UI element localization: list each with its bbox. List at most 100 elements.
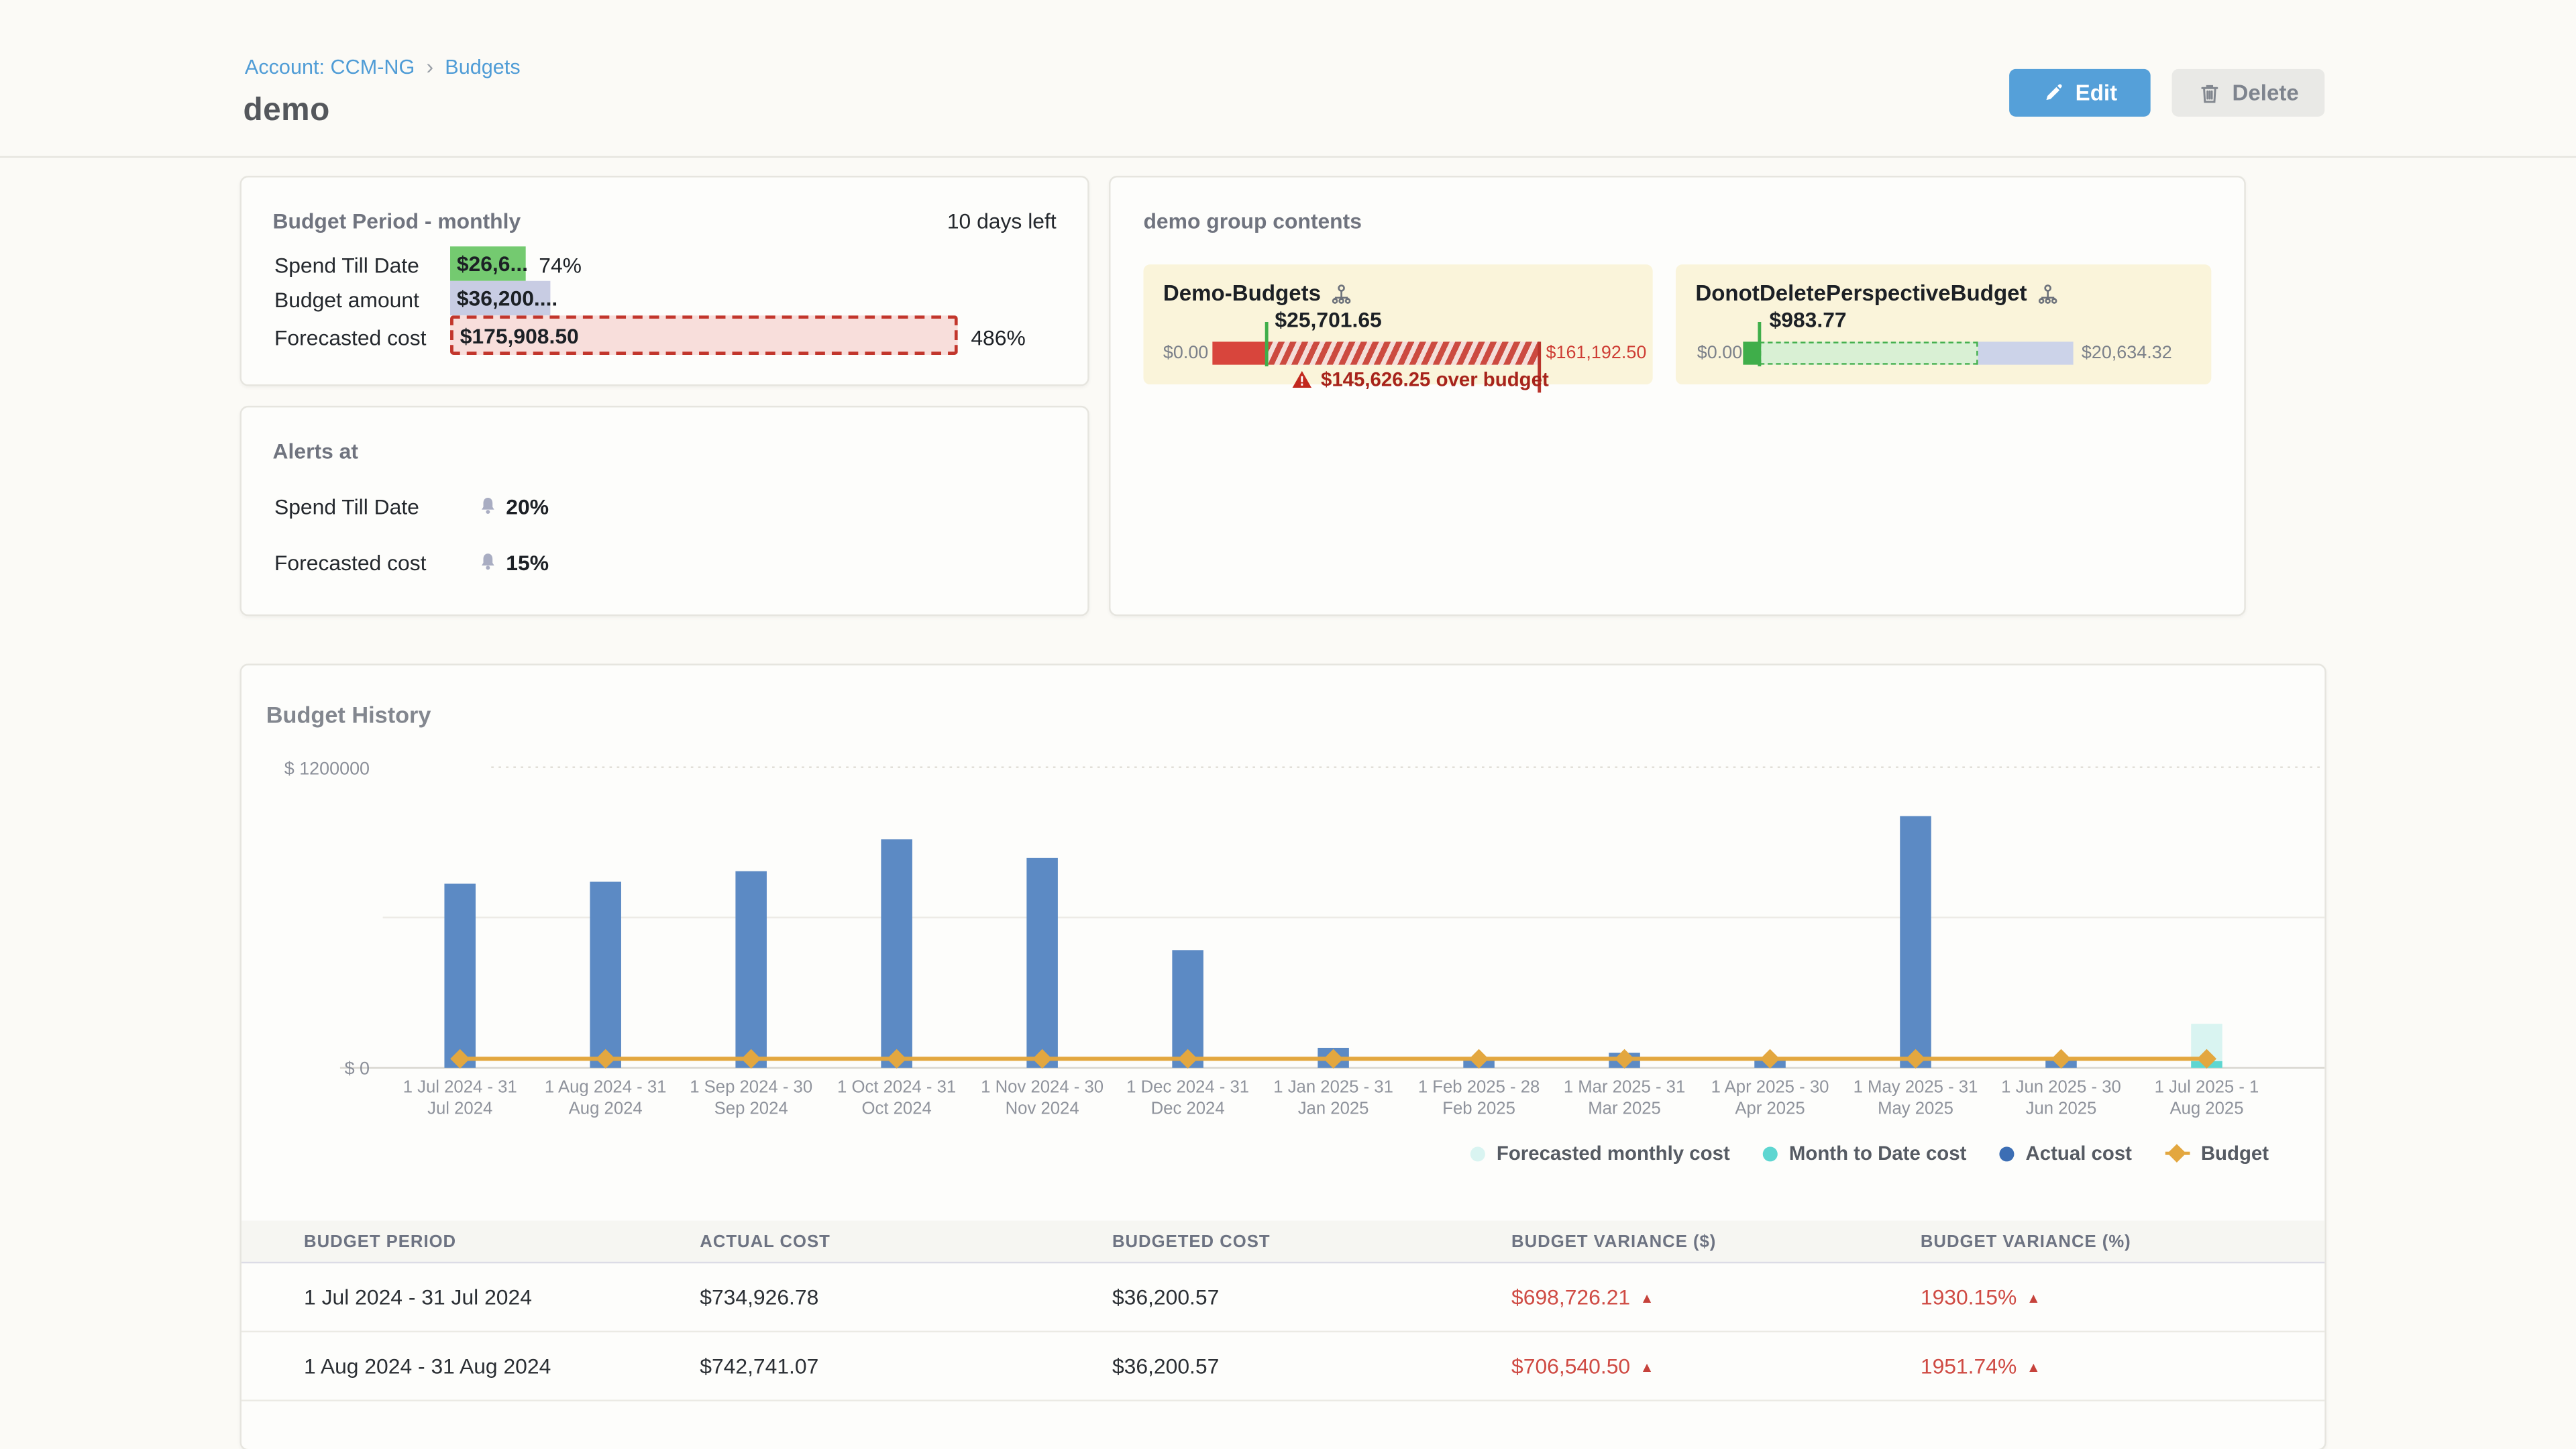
bar-actual-segment [1212,341,1267,365]
bar-max-label: $161,192.50 [1546,343,1647,364]
budget-period-card: Budget Period - monthly 10 days left Spe… [239,176,1089,386]
table-cell-variance-usd: $698,726.21 ▲ [1511,1285,1654,1309]
chart-bar-actual-cost[interactable] [1900,816,1931,1068]
table-row[interactable]: 1 Jul 2024 - 31 Jul 2024 $734,926.78 $36,2… [241,1263,2325,1333]
x-axis-label: May 2025 [1878,1099,1953,1118]
spend-marker-value: $983.77 [1769,307,1847,332]
page-title: demo [243,92,330,129]
bar-min-label: $0.00 [1697,343,1743,364]
days-left-label: 10 days left [947,209,1057,233]
budget-line-marker[interactable] [1469,1049,1489,1069]
delete-button[interactable]: Delete [2171,68,2325,117]
group-budget-name: DonotDeletePerspectiveBudget [1695,280,2027,306]
group-budget-donotdelete[interactable]: DonotDeletePerspectiveBudget $0.00 $983.… [1675,264,2212,385]
bar-max-label: $20,634.32 [2081,343,2172,364]
budget-line-marker[interactable] [1760,1049,1780,1069]
x-axis-label: Jan 2025 [1298,1099,1369,1118]
hierarchy-icon [1332,284,1351,304]
donotdelete-bar [1743,341,2074,365]
table-header-cell[interactable]: ACTUAL COST [700,1231,830,1251]
budget-line-marker[interactable] [1324,1049,1344,1069]
x-axis-label: Dec 2024 [1151,1099,1225,1118]
budget-period-title: Budget Period - monthly [272,209,521,233]
x-axis-label: Aug 2024 [569,1099,643,1118]
edit-button[interactable]: Edit [2009,68,2151,117]
budget-history-title: Budget History [266,701,431,728]
x-axis-label: Nov 2024 [1006,1099,1079,1118]
budget-line-marker[interactable] [741,1049,761,1069]
spend-till-date-chip[interactable]: $26,6... [450,246,528,281]
x-axis-label: 1 Dec 2024 - 31 [1126,1078,1249,1097]
chart-bar-actual-cost[interactable] [590,881,621,1068]
edit-button-label: Edit [2075,80,2118,105]
bell-icon [482,553,494,570]
x-axis-label: Sep 2024 [714,1099,788,1118]
budget-amount-label: Budget amount [274,287,419,313]
budget-amount-chip[interactable]: $36,200.... [450,280,557,316]
table-header-cell[interactable]: BUDGET VARIANCE ($) [1511,1231,1717,1251]
budget-line-marker[interactable] [596,1049,616,1069]
budget-line-marker[interactable] [2196,1049,2217,1069]
budget-history-chart[interactable]: $ 1200000 $ 0 1 Jul 2024 - 31 Jul 2024 1 Aug… [241,738,2325,1139]
group-contents-title: demo group contents [1143,209,1362,233]
trash-icon [2200,84,2218,103]
breadcrumb-separator-icon: › [426,54,434,79]
table-header-cell[interactable]: BUDGET VARIANCE (%) [1920,1231,2131,1251]
over-budget-alert: $145,626.25 over budget [1291,368,1549,391]
variance-up-icon: ▲ [1640,1358,1654,1375]
bar-actual-segment [1743,341,1760,365]
x-axis-label: 1 Jul 2024 - 31 [403,1078,517,1097]
x-axis-label: Jul 2024 [427,1099,492,1118]
x-axis-label: 1 Jun 2025 - 30 [2001,1078,2121,1097]
chart-bar-actual-cost[interactable] [1026,857,1058,1068]
spend-marker-line [1758,322,1762,367]
legend-item[interactable]: Forecasted monthly cost [1470,1142,1730,1165]
group-budget-demo-budgets[interactable]: Demo-Budgets $0.00 $25,701.65 $161,192.5… [1143,264,1653,393]
legend-dot-icon [1762,1146,1778,1161]
forecasted-cost-chip[interactable]: $175,908.50 [450,315,958,355]
chart-bar-actual-cost[interactable] [881,839,912,1068]
legend-label: Budget [2200,1142,2269,1165]
alerts-card: Alerts at Spend Till Date 20% Forecasted… [239,405,1089,616]
chart-bar-actual-cost[interactable] [1172,950,1203,1068]
table-header-row: BUDGET PERIOD ACTUAL COST BUDGETED COST BUD… [241,1220,2325,1264]
legend-dot-icon [1470,1146,1485,1161]
y-axis-tick: $ 1200000 [284,759,370,779]
pencil-icon [2047,84,2063,101]
spend-till-date-percent: 74% [539,253,582,278]
x-axis-label: 1 Mar 2025 - 31 [1564,1078,1685,1097]
table-cell-actual: $742,741.07 [700,1353,819,1379]
table-header-cell[interactable]: BUDGET PERIOD [304,1231,457,1251]
alert-row-forecast: Forecasted cost 15% [274,550,549,575]
variance-up-icon: ▲ [2026,1289,2041,1305]
alerts-title: Alerts at [272,438,358,464]
x-axis-label: Apr 2025 [1735,1099,1805,1118]
legend-dot-icon [1999,1146,2015,1161]
budget-line-marker[interactable] [1178,1049,1198,1069]
alert-spend-value: 20% [506,494,549,519]
chart-bar-actual-cost[interactable] [444,883,476,1068]
budget-line-marker[interactable] [1905,1049,1926,1069]
table-header-cell[interactable]: BUDGETED COST [1112,1231,1271,1251]
table-row[interactable]: 1 Aug 2024 - 31 Aug 2024 $742,741.07 $36,2… [241,1332,2325,1401]
legend-item[interactable]: Budget [2164,1142,2269,1165]
variance-up-icon: ▲ [2026,1358,2041,1375]
bar-forecast-segment [1759,341,1978,365]
budget-line-marker[interactable] [2051,1049,2072,1069]
table-cell-period: 1 Aug 2024 - 31 Aug 2024 [304,1353,551,1379]
breadcrumb-account-link[interactable]: Account: CCM-NG [244,55,415,78]
x-axis-label: 1 Jul 2025 - 1 [2155,1078,2259,1097]
x-axis-label: 1 Nov 2024 - 30 [981,1078,1104,1097]
x-axis-label: Jun 2025 [2026,1099,2097,1118]
over-budget-text: $145,626.25 over budget [1320,368,1549,391]
chart-bar-actual-cost[interactable] [735,871,767,1068]
budget-line-marker[interactable] [887,1049,907,1069]
spend-marker-value: $25,701.65 [1275,307,1382,332]
breadcrumb-budgets-link[interactable]: Budgets [445,55,521,78]
legend-item[interactable]: Actual cost [1999,1142,2132,1165]
budget-history-table: BUDGET PERIOD ACTUAL COST BUDGETED COST BUD… [241,1220,2325,1401]
legend-item[interactable]: Month to Date cost [1762,1142,1966,1165]
group-budget-name: Demo-Budgets [1163,280,1322,306]
spend-marker-line [1265,322,1269,367]
